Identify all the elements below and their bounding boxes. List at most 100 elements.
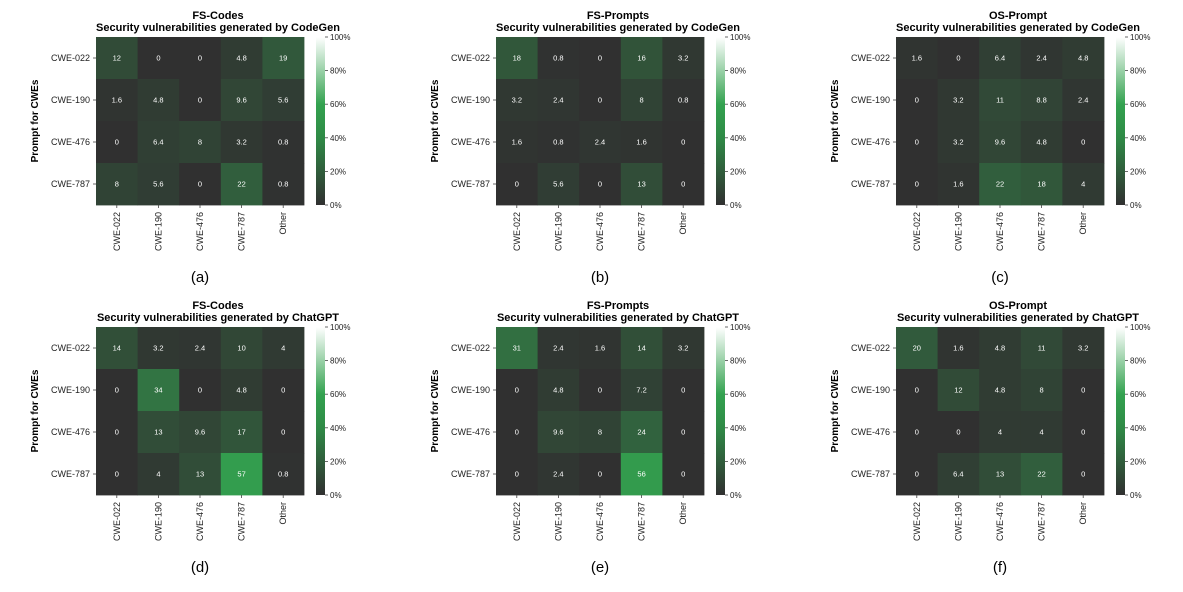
x-tick-label: CWE-787 — [637, 212, 647, 251]
heatmap-cell — [137, 369, 180, 412]
heatmap-cell — [979, 79, 1022, 122]
x-tick-label: CWE-190 — [153, 502, 163, 541]
heatmap-cell — [620, 163, 663, 206]
cell-value-label: 13 — [196, 470, 204, 479]
cell-value-label: 8 — [1040, 386, 1044, 395]
x-tick-label: CWE-787 — [1037, 212, 1047, 251]
cell-value-label: 3.2 — [236, 138, 246, 147]
cell-value-label: 2.4 — [595, 138, 605, 147]
cell-value-label: 0 — [281, 386, 285, 395]
cell-value-label: 14 — [113, 344, 121, 353]
heatmap-cell — [537, 411, 580, 454]
y-tick-label: CWE-022 — [451, 53, 490, 63]
cell-value-label: 6.4 — [995, 54, 1005, 63]
cell-value-label: 2.4 — [553, 96, 563, 105]
cell-value-label: 3.2 — [953, 96, 963, 105]
y-tick-label: CWE-190 — [51, 95, 90, 105]
heatmap-cell — [937, 121, 980, 164]
cell-value-label: 4 — [1081, 180, 1085, 189]
cell-value-label: 20 — [913, 344, 921, 353]
heatmap-cell — [537, 453, 580, 496]
colorbar-tick-label: 100% — [330, 33, 350, 42]
x-tick-label: CWE-787 — [637, 502, 647, 541]
cell-value-label: 0 — [1081, 386, 1085, 395]
cell-value-label: 0 — [1081, 428, 1085, 437]
colorbar-tick-label: 0% — [330, 201, 342, 210]
cell-value-label: 0 — [915, 138, 919, 147]
colorbar-tick-label: 60% — [330, 100, 346, 109]
y-tick-label: CWE-476 — [451, 137, 490, 147]
colorbar-tick-label: 100% — [1130, 33, 1150, 42]
heatmap-cell — [620, 453, 663, 496]
colorbar — [716, 327, 725, 495]
cell-value-label: 0 — [281, 428, 285, 437]
heatmap-cell — [96, 121, 138, 164]
cell-value-label: 0.8 — [278, 180, 288, 189]
cell-value-label: 5.6 — [153, 180, 163, 189]
cell-value-label: 0 — [156, 54, 160, 63]
cell-value-label: 0 — [515, 428, 519, 437]
cell-value-label: 22 — [1037, 470, 1045, 479]
cell-value-label: 4.8 — [1078, 54, 1088, 63]
cell-value-label: 3.2 — [153, 344, 163, 353]
heatmap-cell — [937, 163, 980, 206]
heatmap-cell — [537, 121, 580, 164]
heatmap-cell — [220, 327, 263, 370]
heatmap-cell — [179, 121, 222, 164]
x-tick-label: CWE-787 — [237, 212, 247, 251]
colorbar-tick-label: 60% — [730, 390, 746, 399]
heatmap-cell — [579, 79, 622, 122]
heatmap-cell — [262, 79, 305, 122]
x-tick-label: CWE-022 — [912, 502, 922, 541]
cell-value-label: 0 — [915, 180, 919, 189]
heatmap-cell — [979, 453, 1022, 496]
cell-value-label: 1.6 — [512, 138, 522, 147]
heatmap-cell — [496, 453, 538, 496]
heatmap-cell — [979, 37, 1022, 80]
cell-value-label: 0 — [681, 428, 685, 437]
cell-value-label: 0 — [515, 180, 519, 189]
heatmap-cell — [620, 37, 663, 80]
panel-title: OS-Prompt — [989, 300, 1047, 312]
cell-value-label: 5.6 — [278, 96, 288, 105]
cell-value-label: 8 — [115, 180, 119, 189]
heatmap-cell — [137, 121, 180, 164]
cell-value-label: 24 — [637, 428, 645, 437]
heatmap-cell — [662, 121, 705, 164]
heatmap-cell — [662, 369, 705, 412]
cell-value-label: 0.8 — [278, 470, 288, 479]
heatmap-cell — [979, 121, 1022, 164]
cell-value-label: 11 — [996, 96, 1004, 105]
heatmap-cell — [896, 79, 938, 122]
colorbar-tick-label: 20% — [1130, 457, 1146, 466]
y-tick-label: CWE-190 — [851, 385, 890, 395]
cell-value-label: 10 — [237, 344, 245, 353]
cell-value-label: 57 — [237, 470, 245, 479]
cell-value-label: 4 — [156, 470, 160, 479]
heatmap-cell — [262, 121, 305, 164]
heatmap-cell — [620, 79, 663, 122]
heatmap-cell — [496, 163, 538, 206]
cell-value-label: 8 — [198, 138, 202, 147]
heatmap-cell — [896, 163, 938, 206]
heatmap-cell — [937, 37, 980, 80]
colorbar-tick-label: 60% — [330, 390, 346, 399]
heatmap-cell — [579, 411, 622, 454]
heatmap-cell — [179, 79, 222, 122]
y-axis-label: Prompt for CWEs — [30, 79, 41, 162]
cell-value-label: 3.2 — [1078, 344, 1088, 353]
colorbar-tick-label: 0% — [730, 491, 742, 500]
x-tick-label: CWE-476 — [195, 502, 205, 541]
colorbar-tick-label: 20% — [730, 457, 746, 466]
heatmap-cell — [137, 411, 180, 454]
panel-subtitle: Security vulnerabilities generated by Co… — [96, 22, 340, 34]
heatmap-cell — [96, 369, 138, 412]
heatmap-cell — [1062, 369, 1105, 412]
colorbar-tick-label: 80% — [330, 67, 346, 76]
heatmap-cell — [1062, 163, 1105, 206]
x-tick-label: Other — [678, 502, 688, 525]
panel-subtitle: Security vulnerabilities generated by Ch… — [897, 312, 1139, 324]
y-tick-label: CWE-190 — [851, 95, 890, 105]
panel-subtitle: Security vulnerabilities generated by Ch… — [97, 312, 339, 324]
